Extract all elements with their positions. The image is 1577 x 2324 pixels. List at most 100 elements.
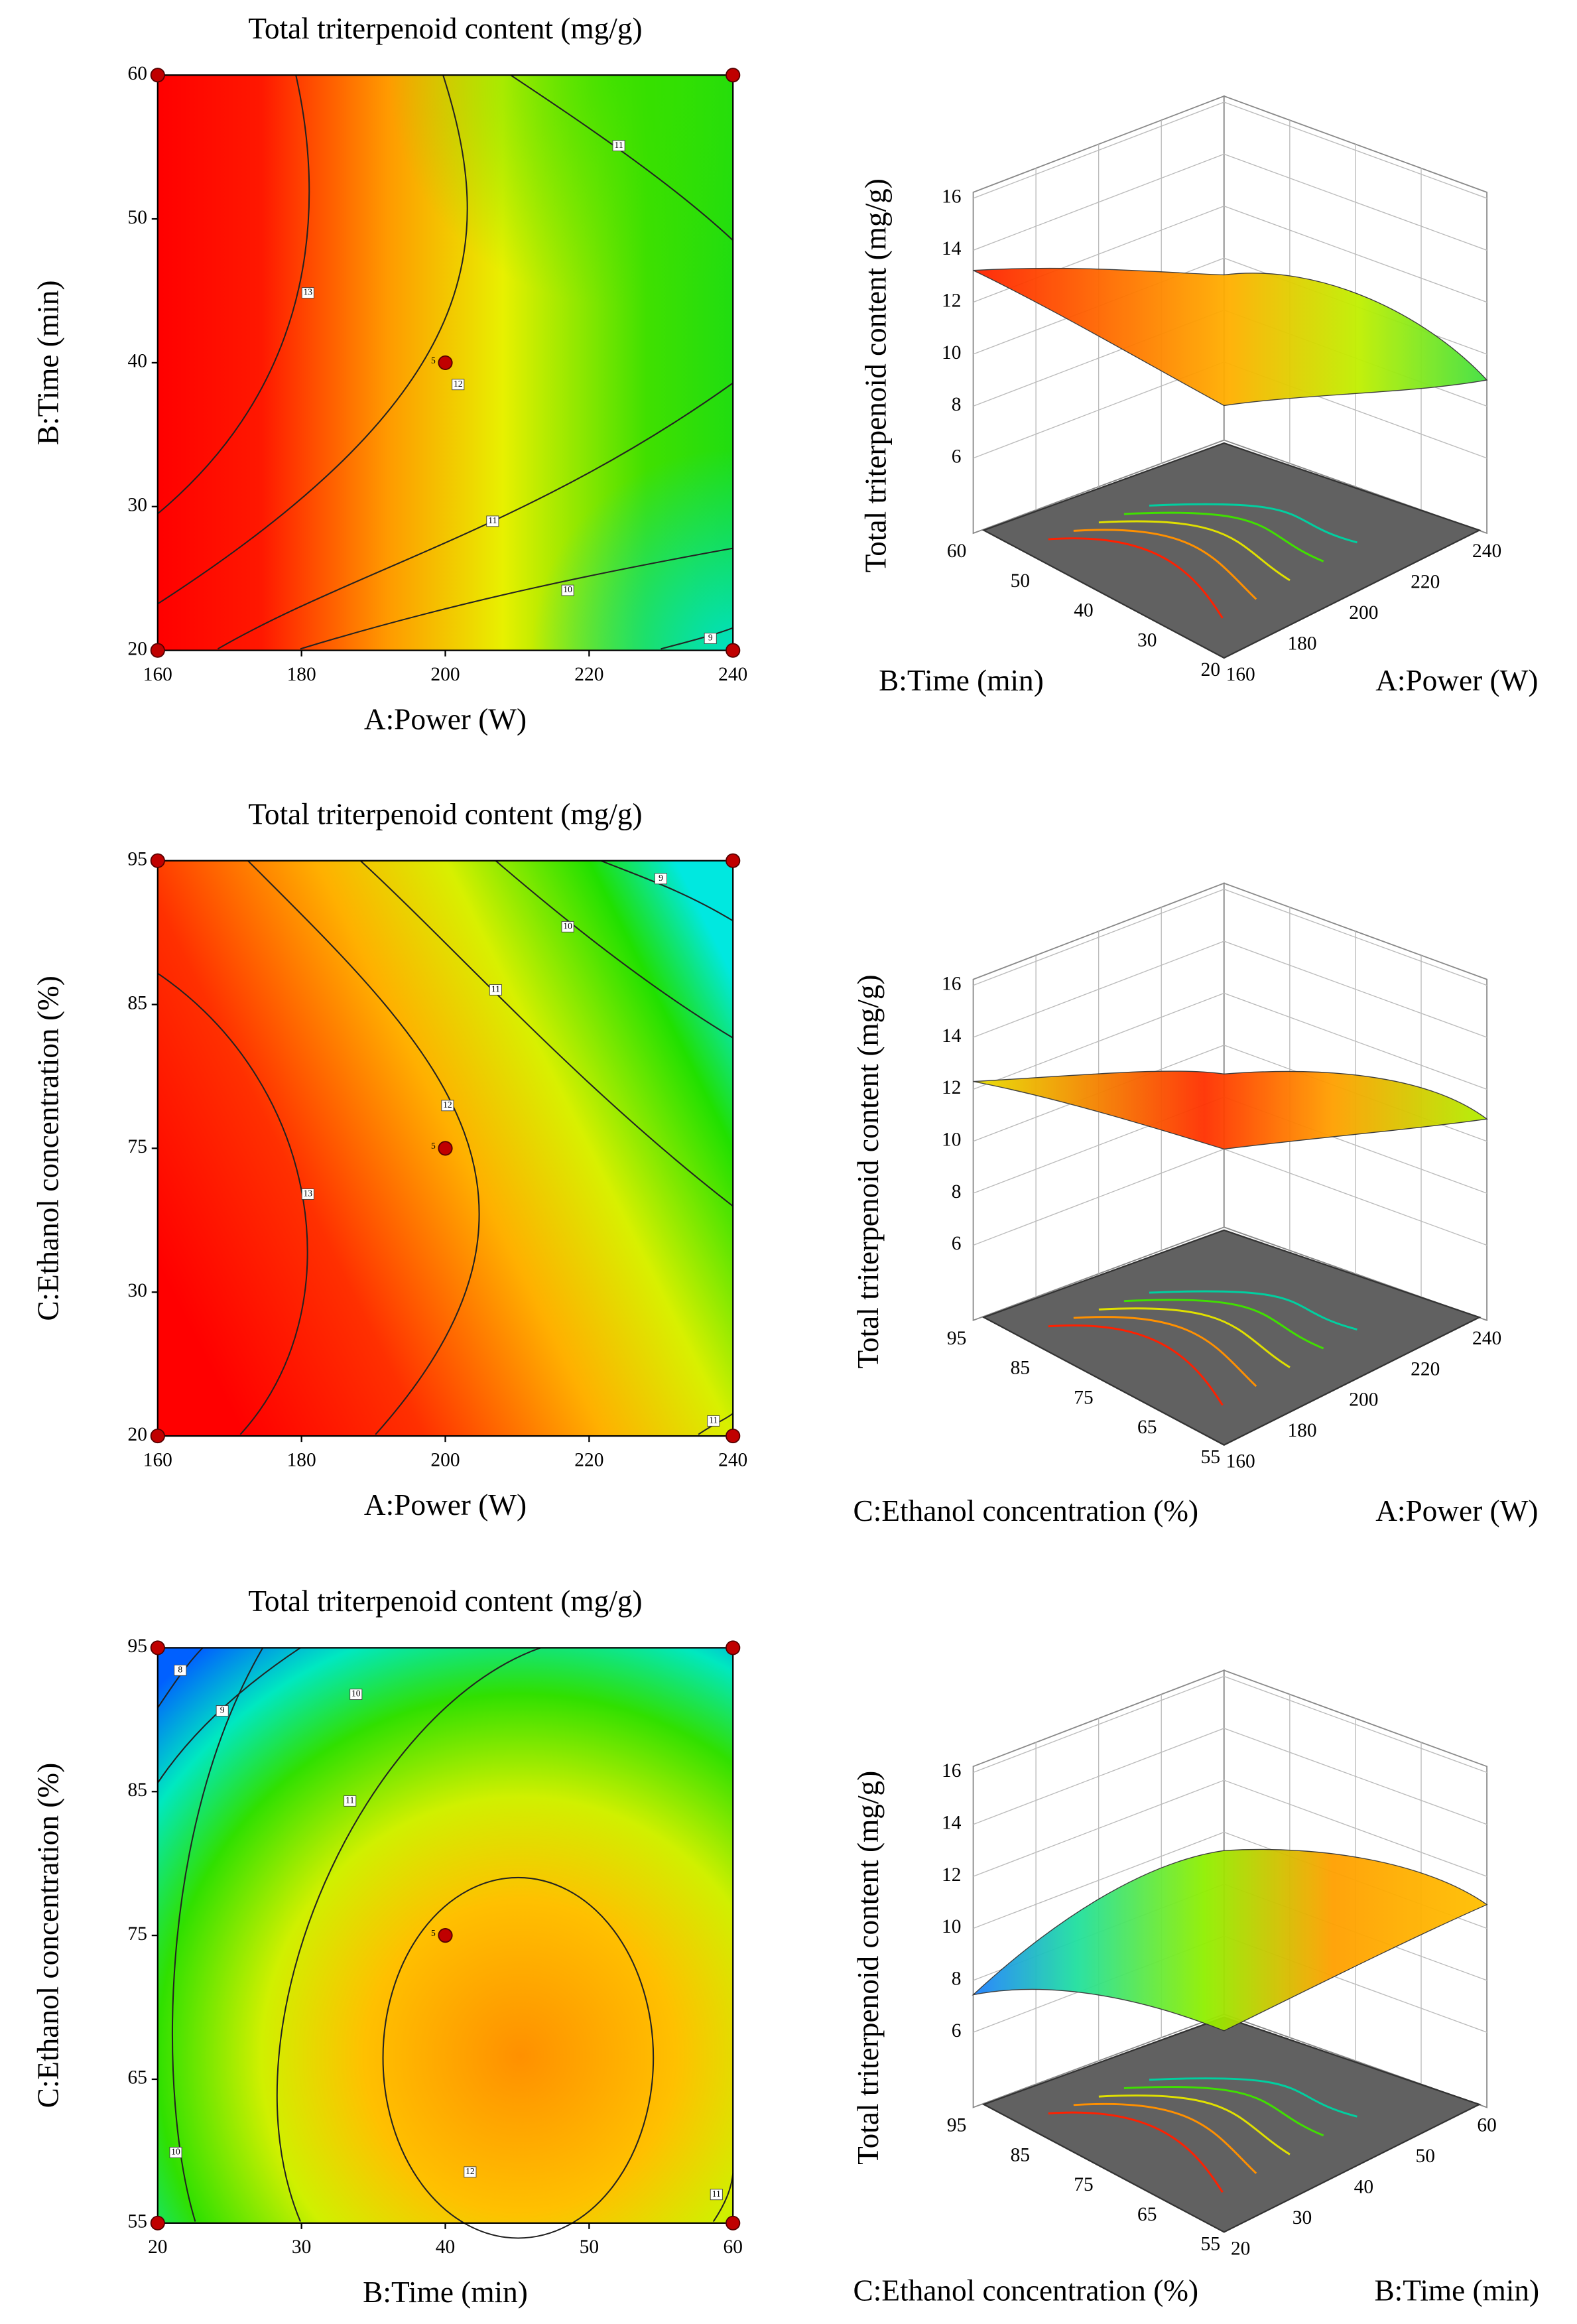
- design-point: [725, 68, 741, 83]
- contour-label: 11: [346, 1795, 354, 1805]
- y-tick-label: 75: [128, 1923, 147, 1945]
- contour-line: [495, 860, 733, 1039]
- contour-plot: 8 9 10 11 12 10 11 Total triterpenoid content (…: [31, 1584, 743, 2309]
- left-axis-tick-label: 95: [947, 1328, 966, 1349]
- y-axis-label: C:Ethanol concentration (%): [31, 1763, 64, 2108]
- z-tick-label: 12: [942, 290, 961, 311]
- contour-line: [157, 75, 310, 515]
- y-tick-label: 85: [128, 1779, 147, 1801]
- contour-label: 10: [563, 584, 572, 594]
- left-axis-tick-label: 40: [1074, 600, 1093, 621]
- right-axis-tick-label: 220: [1411, 1358, 1440, 1380]
- contour-label: 10: [351, 1689, 361, 1699]
- z-tick-label: 14: [942, 1025, 962, 1047]
- design-point: [725, 2215, 741, 2230]
- y-tick-label: 20: [128, 1424, 147, 1445]
- x-tick-label: 60: [723, 2236, 742, 2258]
- floor-contour: [1098, 520, 1291, 582]
- floor-contour: [1149, 1290, 1357, 1330]
- contour-label-box: [464, 2166, 477, 2178]
- contour-line: [510, 74, 733, 241]
- contour-label-box: [561, 584, 574, 596]
- x-tick-label: 240: [718, 1449, 747, 1470]
- contour-label-box: [349, 1689, 363, 1701]
- design-point: [150, 643, 165, 658]
- contour-label: 12: [466, 2166, 475, 2176]
- z-tick-label: 14: [942, 1812, 962, 1833]
- contour-label-box: [654, 873, 668, 885]
- chart-title: Total triterpenoid content (mg/g): [248, 12, 642, 45]
- contour-line: [300, 547, 733, 650]
- left-axis-label: C:Ethanol concentration (%): [853, 2274, 1199, 2307]
- floor-contour: [1073, 2102, 1257, 2174]
- left-axis-tick-label: 95: [947, 2115, 966, 2136]
- contour-label: 13: [303, 287, 312, 297]
- z-tick-label: 10: [942, 342, 961, 363]
- floor-contour: [1123, 1299, 1324, 1350]
- contour-line: [661, 627, 733, 650]
- left-axis-tick-label: 75: [1074, 1387, 1093, 1408]
- z-tick-label: 6: [952, 1233, 962, 1254]
- z-grid: [973, 153, 1487, 251]
- design-point: [438, 1928, 453, 1943]
- contour-label-box: [707, 1415, 720, 1427]
- floor-contour: [1048, 537, 1224, 619]
- y-axis-label: C:Ethanol concentration (%): [31, 976, 64, 1321]
- z-tick-label: 10: [942, 1916, 961, 1937]
- contour-line: [600, 860, 733, 922]
- x-tick-label: 40: [436, 2236, 455, 2258]
- right-axis-tick-label: 240: [1472, 1328, 1501, 1349]
- z-tick-label: 8: [952, 1181, 962, 1202]
- y-tick-label: 95: [128, 1636, 147, 1657]
- contour-label-box: [704, 633, 717, 644]
- design-point: [438, 1141, 453, 1156]
- z-tick-label: 10: [942, 1129, 961, 1150]
- contour-line: [157, 972, 308, 1435]
- right-axis-tick-label: 240: [1472, 541, 1501, 562]
- x-tick-label: 200: [430, 1449, 460, 1470]
- z-tick-label: 16: [942, 1760, 961, 1781]
- contour-label: 10: [171, 2146, 180, 2156]
- left-axis-tick-label: 85: [1011, 1358, 1030, 1379]
- x-tick-label: 220: [574, 1449, 603, 1470]
- floor-contour: [1098, 1307, 1291, 1368]
- contour-label: 11: [491, 984, 500, 994]
- contour-label-box: [174, 1665, 187, 1676]
- design-point: [150, 1640, 165, 1655]
- response-surface: [973, 1070, 1488, 1150]
- y-tick-label: 85: [128, 992, 147, 1013]
- right-axis-tick-label: 160: [1226, 1451, 1255, 1472]
- contour-label-box: [489, 984, 502, 996]
- contour-line: [157, 1647, 301, 1783]
- z-grid: [973, 888, 1487, 986]
- right-axis-tick-label: 220: [1411, 572, 1440, 593]
- contour-label-box: [169, 2146, 182, 2158]
- y-tick-label: 75: [128, 1136, 147, 1157]
- contour-label-box: [561, 921, 574, 933]
- right-axis-tick-label: 160: [1226, 664, 1255, 685]
- z-grid: [973, 992, 1487, 1090]
- z-axis-label: Total triterpenoid content (mg/g): [852, 1771, 885, 2165]
- floor: [981, 2016, 1482, 2233]
- y-tick-label: 30: [128, 1280, 147, 1301]
- right-axis-tick-label: 30: [1293, 2207, 1312, 2228]
- contour-label: 9: [659, 873, 663, 883]
- floor-contour: [1073, 529, 1257, 600]
- left-axis-tick-label: 60: [947, 541, 966, 562]
- x-tick-label: 180: [287, 664, 316, 685]
- left-axis-tick-label: 50: [1011, 570, 1030, 592]
- z-tick-label: 16: [942, 973, 961, 994]
- contour-label: 11: [712, 2189, 721, 2199]
- contour-label-box: [486, 515, 499, 527]
- left-axis-tick-label: 55: [1201, 2234, 1220, 2255]
- z-grid: [973, 101, 1487, 199]
- design-point: [438, 355, 453, 371]
- z-tick-label: 16: [942, 186, 961, 208]
- z-axis-label: Total triterpenoid content (mg/g): [852, 974, 885, 1368]
- surface-plot: 6 8 10 12 14 16 60 50 40 30 20 160 180 200 220 240 B:Tim…: [859, 95, 1538, 697]
- left-axis-tick-label: 55: [1201, 1447, 1220, 1468]
- floor-contour: [1123, 2086, 1324, 2137]
- design-point: [725, 643, 741, 658]
- z-grid: [973, 1675, 1487, 1774]
- left-axis-tick-label: 65: [1137, 2204, 1157, 2225]
